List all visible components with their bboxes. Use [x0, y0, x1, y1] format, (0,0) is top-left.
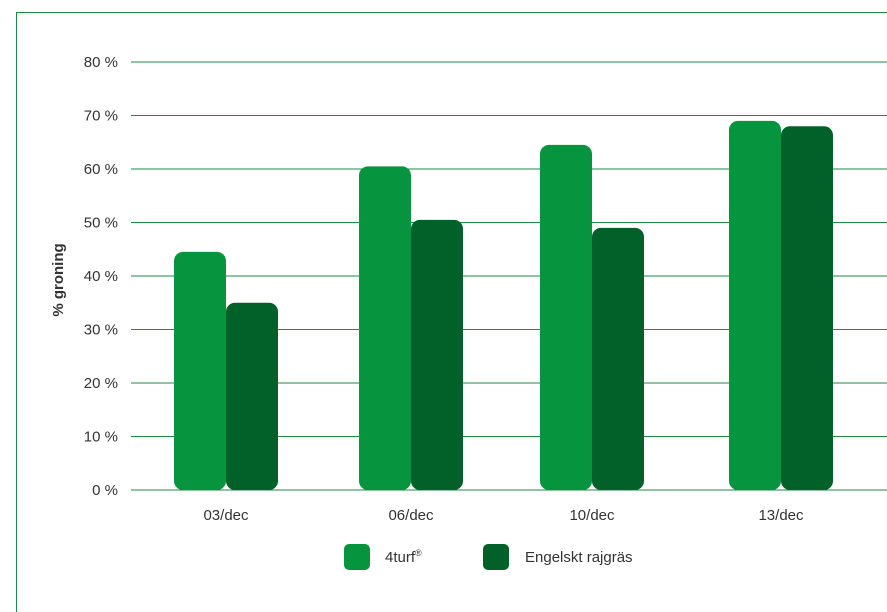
bar-engelskt-rajgras-03-dec: [226, 302, 278, 490]
legend-swatch-4turf: [344, 544, 370, 570]
y-tick-label: 80 %: [84, 54, 118, 71]
legend-label-4turf-suffix: ®: [415, 548, 422, 558]
bar-engelskt-rajgras-13-dec: [781, 126, 833, 490]
x-tick-labels: 03/dec 06/dec 10/dec 13/dec: [203, 507, 804, 524]
bar-4turf-13-dec: [729, 120, 781, 490]
x-tick-label: 06/dec: [388, 507, 434, 524]
bar-engelskt-rajgras-06-dec: [411, 219, 463, 490]
y-tick-label: 40 %: [84, 268, 118, 285]
legend-label-4turf: 4turf®: [385, 548, 422, 566]
bars: [174, 120, 833, 491]
chart-frame: [16, 12, 887, 612]
y-tick-label: 60 %: [84, 161, 118, 178]
legend: 4turf® Engelskt rajgräs: [344, 544, 633, 570]
y-tick-label: 30 %: [84, 322, 118, 339]
bar-4turf-03-dec: [174, 251, 226, 490]
y-tick-labels: 0 % 10 % 20 % 30 % 40 % 50 % 60 % 70 % 80 %: [84, 54, 118, 499]
x-tick-label: 13/dec: [758, 507, 804, 524]
y-tick-label: 50 %: [84, 215, 118, 232]
bar-engelskt-rajgras-10-dec: [592, 227, 644, 490]
x-tick-label: 10/dec: [569, 507, 615, 524]
legend-swatch-engelskt-rajgras: [483, 544, 509, 570]
y-tick-label: 10 %: [84, 429, 118, 446]
bar-4turf-06-dec: [359, 166, 411, 490]
legend-label-engelskt-rajgras: Engelskt rajgräs: [525, 549, 633, 566]
x-tick-label: 03/dec: [203, 507, 249, 524]
y-tick-label: 70 %: [84, 108, 118, 125]
chart: 0 % 10 % 20 % 30 % 40 % 50 % 60 % 70 % 80 % 03/d…: [50, 54, 887, 570]
y-axis-label: % groning: [50, 243, 67, 316]
y-tick-label: 0 %: [92, 482, 118, 499]
y-tick-label: 20 %: [84, 375, 118, 392]
bar-4turf-10-dec: [540, 144, 592, 491]
legend-label-4turf-name: 4turf: [385, 549, 416, 566]
